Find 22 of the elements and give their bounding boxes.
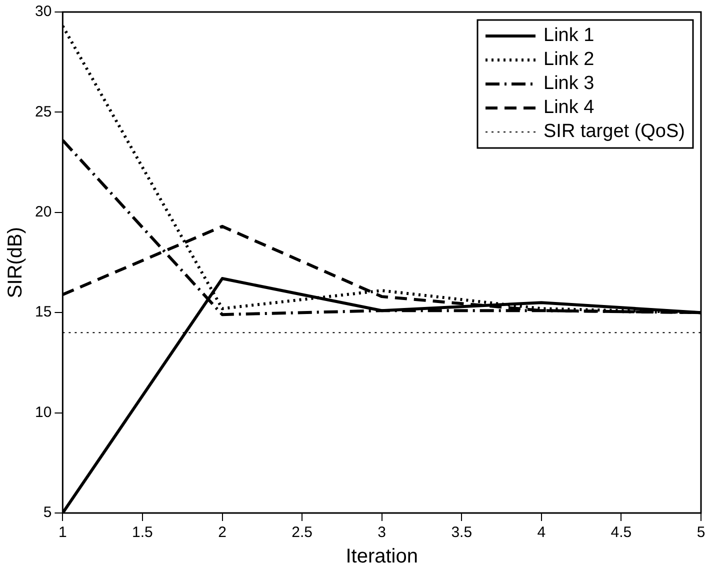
y-tick-label: 20 [34,204,52,221]
x-tick-label: 1 [58,524,67,542]
y-axis-title: SIR(dB) [4,226,27,298]
y-tick-label: 10 [34,404,52,421]
legend-label: Link 1 [544,25,594,46]
legend-label: Link 3 [544,73,594,94]
y-tick-label: 30 [34,3,52,20]
x-tick-label: 4.5 [610,524,632,542]
x-tick-label: 2.5 [292,524,312,542]
y-tick-label: 25 [34,103,52,120]
x-tick-label: 3.5 [451,524,472,542]
legend-label: SIR target (QoS) [544,121,686,142]
x-tick-label: 3 [378,524,386,542]
y-tick-label: 15 [34,304,52,321]
x-tick-label: 2 [218,524,226,542]
x-tick-label: 1.5 [132,524,153,542]
legend-label: Link 2 [544,49,594,70]
y-tick-label: 5 [43,504,52,522]
x-axis-title: Iteration [346,546,418,568]
x-tick-label: 5 [696,524,706,542]
legend-label: Link 4 [544,97,595,118]
x-tick-label: 4 [537,524,546,542]
